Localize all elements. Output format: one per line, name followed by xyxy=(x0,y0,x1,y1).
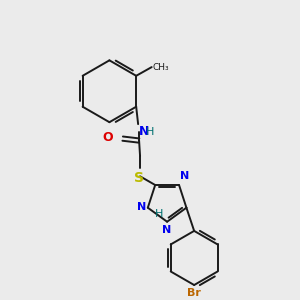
Text: Br: Br xyxy=(187,288,201,298)
Text: H: H xyxy=(154,208,163,218)
Text: N: N xyxy=(180,171,189,181)
Text: N: N xyxy=(136,202,146,212)
Text: N: N xyxy=(139,125,149,138)
Text: N: N xyxy=(161,225,171,235)
Text: O: O xyxy=(102,131,113,144)
Text: H: H xyxy=(146,127,154,137)
Text: CH₃: CH₃ xyxy=(153,63,169,72)
Text: S: S xyxy=(134,170,144,184)
